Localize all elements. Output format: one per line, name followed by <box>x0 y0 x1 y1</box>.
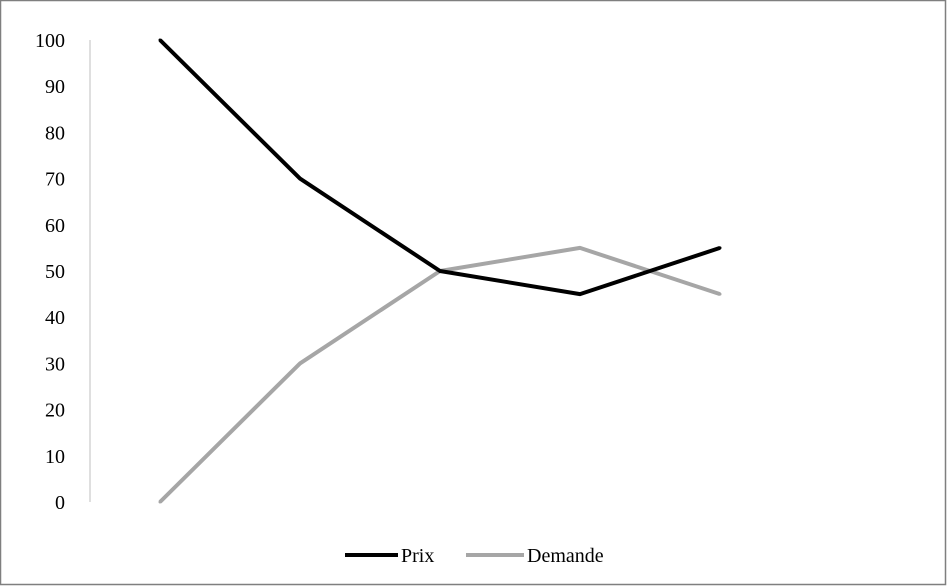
y-tick-label: 40 <box>45 307 65 329</box>
y-tick-label: 80 <box>45 122 65 144</box>
y-tick-label: 90 <box>45 76 65 98</box>
data-point-prix <box>298 177 302 181</box>
y-tick-label: 10 <box>45 446 65 468</box>
y-tick-label: 30 <box>45 353 65 375</box>
y-tick-label: 100 <box>35 30 65 52</box>
data-point-prix <box>438 269 442 273</box>
y-tick-label: 0 <box>55 492 65 514</box>
data-point-demande <box>158 500 162 504</box>
y-axis-ticks: 0 10 20 30 40 50 60 70 80 90 100 <box>35 30 65 514</box>
y-tick-label: 70 <box>45 169 65 191</box>
y-tick-label: 50 <box>45 261 65 283</box>
legend-label-prix: Prix <box>401 545 434 567</box>
legend-label-demande: Demande <box>527 545 604 567</box>
y-tick-label: 20 <box>45 400 65 422</box>
data-point-prix <box>578 292 582 296</box>
data-point-demande <box>578 246 582 250</box>
data-point-demande <box>298 361 302 365</box>
data-point-prix <box>718 246 722 250</box>
data-point-prix <box>158 38 162 42</box>
y-tick-label: 60 <box>45 215 65 237</box>
data-point-demande <box>718 292 722 296</box>
series-layer <box>158 38 722 504</box>
legend: Prix Demande <box>345 545 604 567</box>
